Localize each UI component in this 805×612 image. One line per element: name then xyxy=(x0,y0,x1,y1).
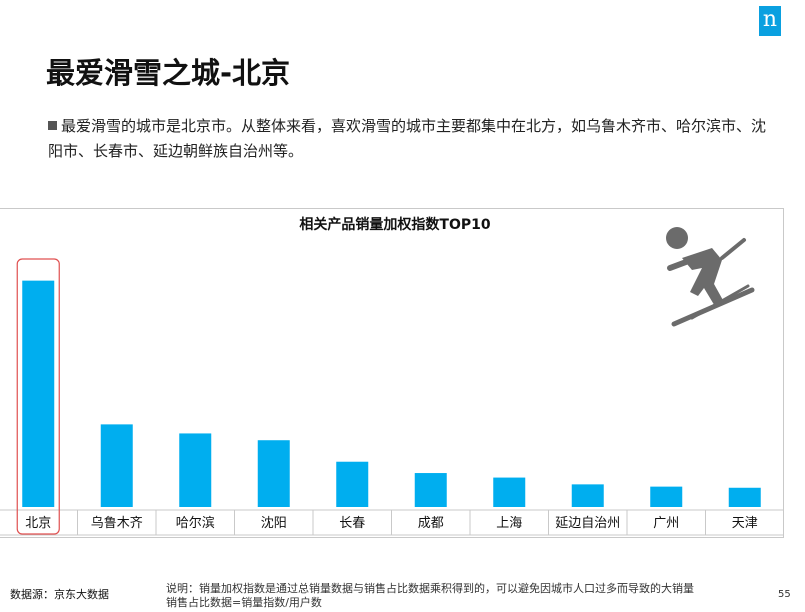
summary-body: 最爱滑雪的城市是北京市。从整体来看，喜欢滑雪的城市主要都集中在北方，如乌鲁木齐市… xyxy=(48,117,767,160)
category-label: 广州 xyxy=(653,516,679,531)
skier-icon xyxy=(666,227,755,327)
bar xyxy=(728,487,761,507)
category-label: 沈阳 xyxy=(261,516,287,531)
bar xyxy=(22,280,55,507)
bullet-icon xyxy=(48,121,57,130)
page-number: 55 xyxy=(778,589,791,600)
page-title: 最爱滑雪之城-北京 xyxy=(46,56,291,90)
bar xyxy=(493,477,526,507)
summary-text: 最爱滑雪的城市是北京市。从整体来看，喜欢滑雪的城市主要都集中在北方，如乌鲁木齐市… xyxy=(48,114,778,164)
bar xyxy=(571,484,604,507)
bar xyxy=(100,424,133,507)
category-label: 北京 xyxy=(25,516,51,531)
bar xyxy=(336,461,369,507)
brand-logo: n xyxy=(759,6,781,36)
highlight-box xyxy=(16,258,60,535)
category-label: 上海 xyxy=(496,516,522,531)
category-label: 天津 xyxy=(732,516,758,531)
category-label: 乌鲁木齐 xyxy=(91,515,143,531)
footer-note-line2: 销售占比数据=销量指数/用户数 xyxy=(166,596,322,609)
bar xyxy=(179,433,212,507)
data-source: 数据源：京东大数据 xyxy=(10,588,109,601)
bar-chart: 北京 乌鲁木齐 哈尔滨 沈阳 长春 成都 上海 延边自治州 广州 天津 xyxy=(0,258,784,536)
bar xyxy=(257,440,290,507)
category-label: 哈尔滨 xyxy=(176,515,215,531)
footer-note-line1: 说明：销量加权指数是通过总销量数据与销售占比数据乘积得到的，可以避免因城市人口过… xyxy=(166,582,694,595)
category-label: 延边自治州 xyxy=(555,516,620,531)
category-label: 成都 xyxy=(418,516,444,531)
category-label: 长春 xyxy=(339,516,365,531)
bar xyxy=(414,473,447,507)
bar xyxy=(650,486,683,507)
chart-frame xyxy=(0,208,784,538)
footer-note: 说明：销量加权指数是通过总销量数据与销售占比数据乘积得到的，可以避免因城市人口过… xyxy=(166,582,694,610)
chart-title: 相关产品销量加权指数TOP10 xyxy=(299,217,491,233)
